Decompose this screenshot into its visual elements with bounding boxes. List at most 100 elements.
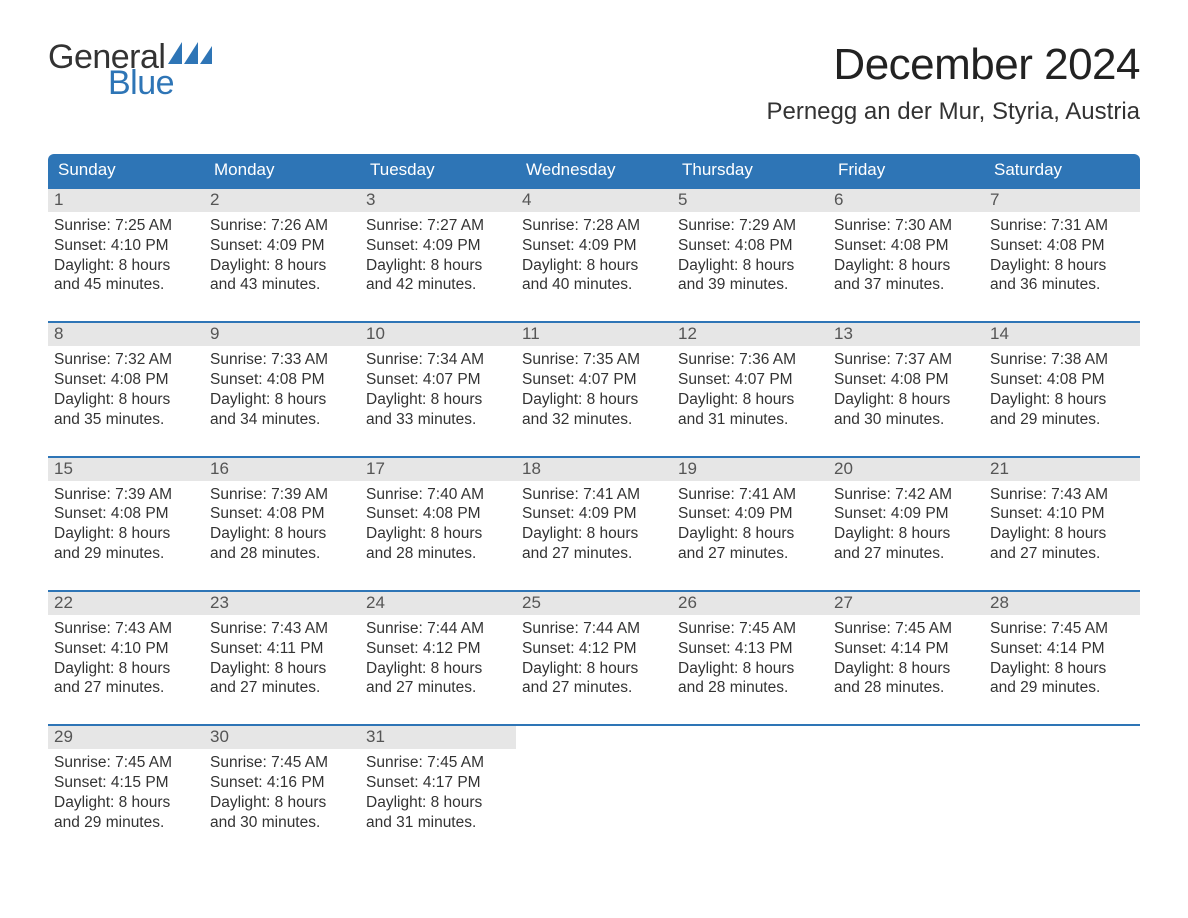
daylight-line1: Daylight: 8 hours — [366, 390, 510, 410]
sunset-text: Sunset: 4:08 PM — [678, 236, 822, 256]
day-body: Sunrise: 7:44 AMSunset: 4:12 PMDaylight:… — [360, 615, 516, 702]
daylight-line2: and 32 minutes. — [522, 410, 666, 430]
day-cell: 8Sunrise: 7:32 AMSunset: 4:08 PMDaylight… — [48, 323, 204, 433]
day-cell: 21Sunrise: 7:43 AMSunset: 4:10 PMDayligh… — [984, 458, 1140, 568]
day-number: 26 — [672, 592, 828, 615]
day-number: 7 — [984, 189, 1140, 212]
day-body: Sunrise: 7:29 AMSunset: 4:08 PMDaylight:… — [672, 212, 828, 299]
daylight-line2: and 29 minutes. — [54, 813, 198, 833]
day-body: Sunrise: 7:27 AMSunset: 4:09 PMDaylight:… — [360, 212, 516, 299]
daylight-line2: and 28 minutes. — [678, 678, 822, 698]
sunrise-text: Sunrise: 7:45 AM — [678, 619, 822, 639]
sunrise-text: Sunrise: 7:30 AM — [834, 216, 978, 236]
daylight-line1: Daylight: 8 hours — [522, 659, 666, 679]
daylight-line2: and 40 minutes. — [522, 275, 666, 295]
day-cell: 26Sunrise: 7:45 AMSunset: 4:13 PMDayligh… — [672, 592, 828, 702]
day-cell: 27Sunrise: 7:45 AMSunset: 4:14 PMDayligh… — [828, 592, 984, 702]
daylight-line2: and 39 minutes. — [678, 275, 822, 295]
daylight-line2: and 27 minutes. — [366, 678, 510, 698]
daylight-line1: Daylight: 8 hours — [366, 659, 510, 679]
day-number: 31 — [360, 726, 516, 749]
day-number: 25 — [516, 592, 672, 615]
daylight-line1: Daylight: 8 hours — [990, 659, 1134, 679]
daylight-line2: and 45 minutes. — [54, 275, 198, 295]
sunset-text: Sunset: 4:07 PM — [366, 370, 510, 390]
sunset-text: Sunset: 4:09 PM — [522, 236, 666, 256]
daylight-line1: Daylight: 8 hours — [678, 390, 822, 410]
day-cell: 15Sunrise: 7:39 AMSunset: 4:08 PMDayligh… — [48, 458, 204, 568]
day-number: 6 — [828, 189, 984, 212]
day-cell: 6Sunrise: 7:30 AMSunset: 4:08 PMDaylight… — [828, 189, 984, 299]
daylight-line1: Daylight: 8 hours — [678, 256, 822, 276]
daylight-line1: Daylight: 8 hours — [678, 524, 822, 544]
day-cell: 19Sunrise: 7:41 AMSunset: 4:09 PMDayligh… — [672, 458, 828, 568]
daylight-line1: Daylight: 8 hours — [54, 256, 198, 276]
daylight-line1: Daylight: 8 hours — [834, 390, 978, 410]
sunrise-text: Sunrise: 7:33 AM — [210, 350, 354, 370]
sunrise-text: Sunrise: 7:29 AM — [678, 216, 822, 236]
week-row: 8Sunrise: 7:32 AMSunset: 4:08 PMDaylight… — [48, 321, 1140, 433]
daylight-line1: Daylight: 8 hours — [54, 659, 198, 679]
sunset-text: Sunset: 4:08 PM — [990, 236, 1134, 256]
day-body: Sunrise: 7:45 AMSunset: 4:14 PMDaylight:… — [828, 615, 984, 702]
week-row: 1Sunrise: 7:25 AMSunset: 4:10 PMDaylight… — [48, 187, 1140, 299]
brand-logo: General Blue — [48, 40, 212, 100]
sunset-text: Sunset: 4:09 PM — [834, 504, 978, 524]
day-cell: 23Sunrise: 7:43 AMSunset: 4:11 PMDayligh… — [204, 592, 360, 702]
sunrise-text: Sunrise: 7:39 AM — [54, 485, 198, 505]
day-cell — [984, 726, 1140, 836]
daylight-line1: Daylight: 8 hours — [678, 659, 822, 679]
sunrise-text: Sunrise: 7:45 AM — [54, 753, 198, 773]
sunset-text: Sunset: 4:10 PM — [54, 236, 198, 256]
day-body: Sunrise: 7:40 AMSunset: 4:08 PMDaylight:… — [360, 481, 516, 568]
daylight-line1: Daylight: 8 hours — [834, 256, 978, 276]
day-cell: 30Sunrise: 7:45 AMSunset: 4:16 PMDayligh… — [204, 726, 360, 836]
daylight-line2: and 29 minutes. — [990, 678, 1134, 698]
daylight-line2: and 27 minutes. — [210, 678, 354, 698]
day-body: Sunrise: 7:36 AMSunset: 4:07 PMDaylight:… — [672, 346, 828, 433]
sunrise-text: Sunrise: 7:36 AM — [678, 350, 822, 370]
daylight-line2: and 35 minutes. — [54, 410, 198, 430]
day-cell: 4Sunrise: 7:28 AMSunset: 4:09 PMDaylight… — [516, 189, 672, 299]
sunset-text: Sunset: 4:09 PM — [522, 504, 666, 524]
sunrise-text: Sunrise: 7:44 AM — [522, 619, 666, 639]
daylight-line2: and 29 minutes. — [990, 410, 1134, 430]
day-cell — [828, 726, 984, 836]
sunset-text: Sunset: 4:08 PM — [990, 370, 1134, 390]
flag-icon — [168, 42, 212, 68]
daylight-line1: Daylight: 8 hours — [366, 256, 510, 276]
day-cell: 14Sunrise: 7:38 AMSunset: 4:08 PMDayligh… — [984, 323, 1140, 433]
daylight-line2: and 27 minutes. — [522, 678, 666, 698]
brand-word2: Blue — [108, 66, 212, 100]
day-number: 3 — [360, 189, 516, 212]
sunset-text: Sunset: 4:08 PM — [54, 504, 198, 524]
sunrise-text: Sunrise: 7:39 AM — [210, 485, 354, 505]
day-number: 12 — [672, 323, 828, 346]
sunrise-text: Sunrise: 7:26 AM — [210, 216, 354, 236]
sunrise-text: Sunrise: 7:40 AM — [366, 485, 510, 505]
day-cell: 22Sunrise: 7:43 AMSunset: 4:10 PMDayligh… — [48, 592, 204, 702]
sunset-text: Sunset: 4:14 PM — [834, 639, 978, 659]
day-number: 11 — [516, 323, 672, 346]
daylight-line2: and 27 minutes. — [834, 544, 978, 564]
day-body: Sunrise: 7:41 AMSunset: 4:09 PMDaylight:… — [516, 481, 672, 568]
daylight-line2: and 33 minutes. — [366, 410, 510, 430]
daylight-line1: Daylight: 8 hours — [522, 256, 666, 276]
daylight-line2: and 31 minutes. — [366, 813, 510, 833]
sunset-text: Sunset: 4:15 PM — [54, 773, 198, 793]
day-number: 9 — [204, 323, 360, 346]
sunset-text: Sunset: 4:08 PM — [54, 370, 198, 390]
daylight-line2: and 28 minutes. — [834, 678, 978, 698]
daylight-line1: Daylight: 8 hours — [990, 524, 1134, 544]
sunrise-text: Sunrise: 7:41 AM — [522, 485, 666, 505]
day-body: Sunrise: 7:39 AMSunset: 4:08 PMDaylight:… — [204, 481, 360, 568]
day-body: Sunrise: 7:45 AMSunset: 4:15 PMDaylight:… — [48, 749, 204, 836]
daylight-line1: Daylight: 8 hours — [522, 524, 666, 544]
day-number: 22 — [48, 592, 204, 615]
day-number: 30 — [204, 726, 360, 749]
week-row: 15Sunrise: 7:39 AMSunset: 4:08 PMDayligh… — [48, 456, 1140, 568]
daylight-line1: Daylight: 8 hours — [834, 524, 978, 544]
month-title: December 2024 — [766, 40, 1140, 90]
sunrise-text: Sunrise: 7:45 AM — [366, 753, 510, 773]
day-cell: 16Sunrise: 7:39 AMSunset: 4:08 PMDayligh… — [204, 458, 360, 568]
